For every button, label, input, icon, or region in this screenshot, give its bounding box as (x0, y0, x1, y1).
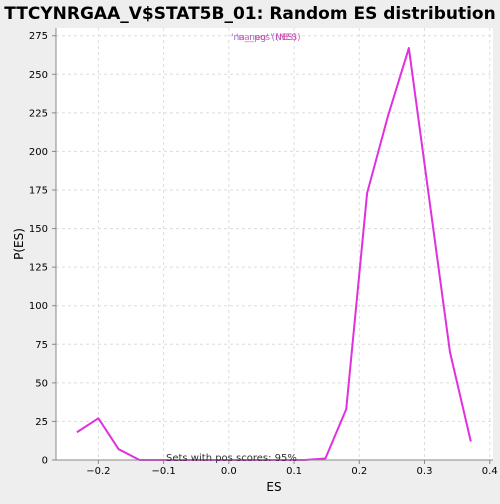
y-tick-label: 125 (29, 263, 48, 274)
y-tick-label: 225 (29, 108, 48, 119)
x-tick-label: 0.1 (286, 466, 302, 477)
y-tick-label: 150 (29, 224, 48, 235)
x-tick-label: 0.4 (482, 466, 498, 477)
legend-text-pos: 'na_pos' (NES) (236, 33, 301, 43)
x-tick-label: 0.0 (221, 466, 237, 477)
y-tick-label: 75 (35, 340, 48, 351)
x-tick-label: 0.3 (417, 466, 433, 477)
x-tick-label: −0.2 (86, 466, 110, 477)
chart-title: TTCYNRGAA_V$STAT5B_01: Random ES distrib… (4, 4, 495, 24)
y-axis-label: P(ES) (12, 228, 26, 260)
y-tick-label: 25 (35, 417, 48, 428)
pos-scores-annotation: Sets with pos scores: 95% (166, 453, 297, 464)
x-axis-label: ES (266, 480, 281, 494)
grid (56, 28, 493, 461)
y-tick-label: 200 (29, 147, 48, 158)
y-tick-label: 100 (29, 301, 48, 312)
y-tick-label: 175 (29, 186, 48, 197)
x-tick-label: 0.2 (351, 466, 367, 477)
axes (55, 28, 493, 461)
plot-area (56, 28, 493, 460)
y-tick-label: 0 (42, 456, 48, 467)
y-tick-label: 275 (29, 31, 48, 42)
y-tick-label: 250 (29, 70, 48, 81)
ticks: −0.2 −0.1 0.0 0.1 0.2 0.3 0.4 0 25 50 75 100 125 150 1… (29, 31, 498, 477)
y-tick-label: 50 (35, 378, 48, 389)
x-tick-label: −0.1 (151, 466, 175, 477)
legend-text-neg: 'na_neg' (NES) (231, 33, 297, 43)
